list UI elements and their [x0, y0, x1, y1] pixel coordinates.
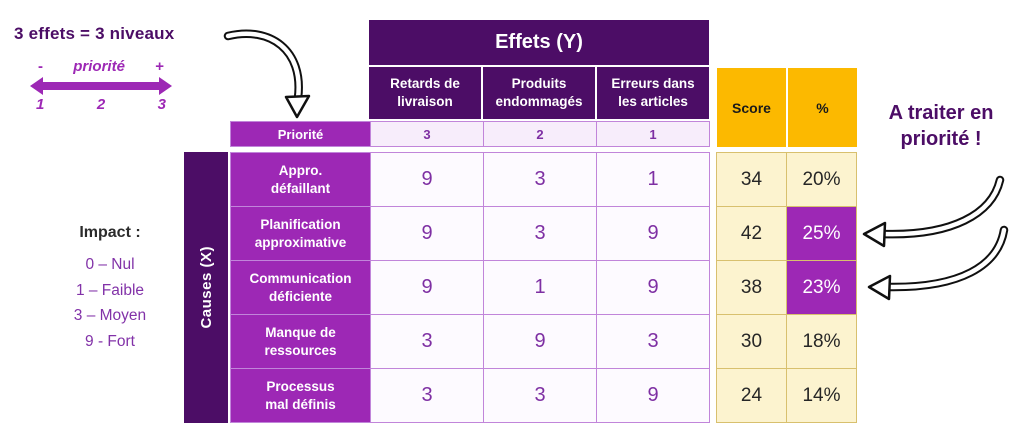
- matrix-cell: 3: [484, 369, 596, 422]
- row-label-4: Processus mal définis: [231, 369, 370, 422]
- row-label-3: Manque de ressources: [231, 315, 370, 368]
- double-arrow-icon: [30, 77, 172, 95]
- matrix-cell: 3: [597, 315, 709, 368]
- priority-value-2: 1: [597, 122, 709, 146]
- matrix-cell: 9: [597, 369, 709, 422]
- priority-value-0: 3: [371, 122, 483, 146]
- matrix-cell: 9: [597, 261, 709, 314]
- impact-item-1: 1 – Faible: [75, 281, 145, 299]
- matrix-cell: 3: [371, 369, 483, 422]
- percent-header-label: %: [788, 68, 857, 147]
- score-percent-header: Score %: [716, 67, 858, 148]
- score-cell-3: 30: [717, 315, 786, 368]
- score-cell-0: 34: [717, 153, 786, 206]
- score-header-label: Score: [717, 68, 786, 147]
- curve-arrow-right-1-icon: [862, 175, 1005, 248]
- effects-header: Effets (Y): [369, 20, 709, 65]
- column-header-retards: Retards de livraison: [369, 67, 481, 119]
- priority-callout: A traiter en priorité !: [888, 102, 994, 150]
- scale-tick-1: 1: [36, 96, 45, 113]
- effect-columns: Retards de livraison Produits endommagés…: [369, 67, 709, 119]
- impact-title: Impact :: [79, 224, 141, 241]
- causes-header: Causes (X): [184, 152, 228, 423]
- score-table: 34 20% 42 25% 38 23% 30 18% 24 14%: [716, 152, 857, 423]
- row-label-1: Planification approximative: [231, 207, 370, 260]
- score-cell-4: 24: [717, 369, 786, 422]
- scale-minus: -: [38, 58, 43, 75]
- matrix-cell: 1: [597, 153, 709, 206]
- matrix-cell: 9: [371, 207, 483, 260]
- column-header-produits: Produits endommagés: [483, 67, 595, 119]
- impact-legend: Impact : 0 – Nul 1 – Faible 3 – Moyen 9 …: [34, 224, 186, 354]
- matrix-cell: 3: [371, 315, 483, 368]
- percent-cell-1-highlighted: 25%: [787, 207, 856, 260]
- matrix-cell: 9: [371, 261, 483, 314]
- percent-cell-0: 20%: [787, 153, 856, 206]
- percent-cell-4: 14%: [787, 369, 856, 422]
- curve-arrow-top-icon: [223, 29, 311, 119]
- row-label-2: Communication déficiente: [231, 261, 370, 314]
- causes-header-label: Causes (X): [197, 246, 215, 329]
- score-cell-2: 38: [717, 261, 786, 314]
- priority-row-label: Priorité: [231, 122, 370, 146]
- scale-plus: +: [155, 58, 164, 75]
- impact-item-9: 9 - Fort: [85, 332, 135, 350]
- scale-tick-3: 3: [157, 96, 166, 113]
- priority-scale-ticks: 1 2 3: [30, 96, 172, 113]
- scale-tick-2: 2: [96, 96, 106, 113]
- row-label-0: Appro. défaillant: [231, 153, 370, 206]
- priority-value-1: 2: [484, 122, 596, 146]
- score-cell-1: 42: [717, 207, 786, 260]
- arrowhead-left-icon: [30, 77, 43, 95]
- arrowhead-right-icon: [159, 77, 172, 95]
- percent-cell-2-highlighted: 23%: [787, 261, 856, 314]
- priority-scale: - priorité + 1 2 3: [30, 58, 172, 113]
- impact-item-3: 3 – Moyen: [73, 307, 147, 325]
- priority-row: Priorité 3 2 1: [230, 121, 710, 147]
- priority-scale-labels: - priorité +: [30, 58, 172, 75]
- curve-arrow-right-2-icon: [867, 225, 1009, 301]
- matrix-cell: 9: [371, 153, 483, 206]
- scale-label: priorité: [73, 58, 125, 75]
- matrix-cell: 3: [484, 153, 596, 206]
- matrix-cell: 3: [484, 207, 596, 260]
- arrow-bar: [40, 82, 162, 90]
- levels-note: 3 effets = 3 niveaux: [14, 24, 175, 43]
- impact-item-0: 0 – Nul: [85, 256, 135, 273]
- column-header-erreurs: Erreurs dans les articles: [597, 67, 709, 119]
- percent-cell-3: 18%: [787, 315, 856, 368]
- matrix-body: Appro. défaillant 9 3 1 Planification ap…: [230, 152, 710, 423]
- matrix-cell: 9: [597, 207, 709, 260]
- matrix-cell: 9: [484, 315, 596, 368]
- matrix-cell: 1: [484, 261, 596, 314]
